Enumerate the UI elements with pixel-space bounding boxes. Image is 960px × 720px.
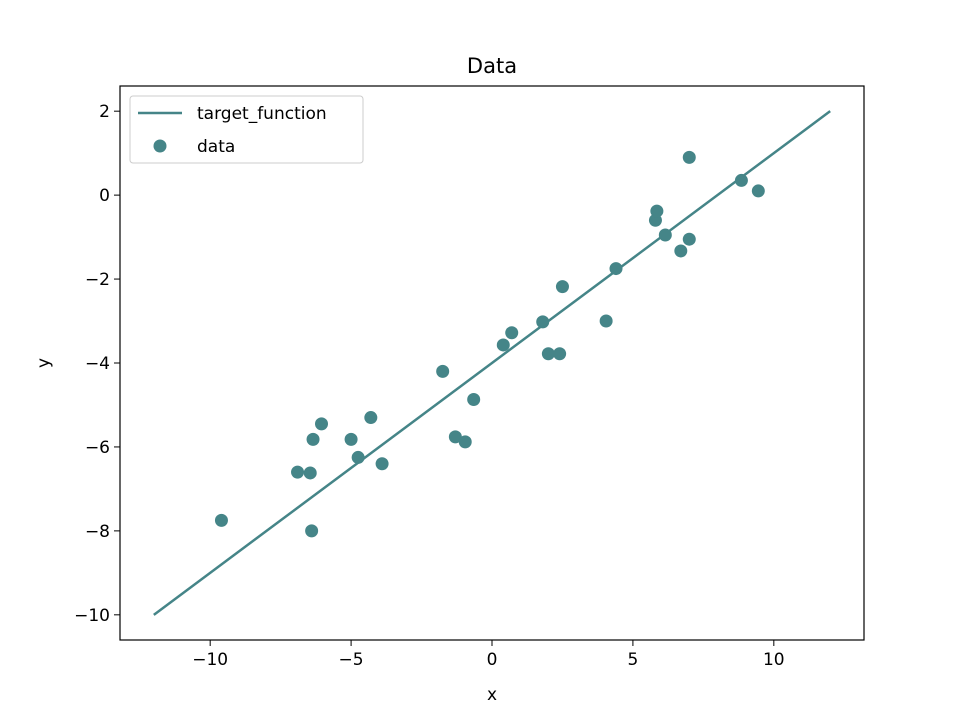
data-point [682, 232, 696, 246]
chart-title: Data [467, 54, 517, 78]
data-point [751, 184, 765, 198]
data-point [351, 450, 365, 464]
data-point [214, 513, 228, 527]
data-point [536, 315, 550, 329]
x-axis: −10 −5 0 5 10 [192, 640, 785, 670]
data-point [674, 244, 688, 258]
y-tick-label: −10 [74, 606, 110, 626]
data-point [658, 228, 672, 242]
data-point [734, 173, 748, 187]
y-tick-label: −6 [85, 438, 110, 458]
data-point [555, 280, 569, 294]
y-tick-label: −4 [85, 354, 110, 374]
y-axis: −10 −8 −6 −4 −2 0 2 [74, 102, 120, 626]
data-point [436, 364, 450, 378]
legend-label-target-function: target_function [197, 104, 327, 124]
legend: target_function data [129, 95, 364, 164]
data-point [609, 262, 623, 276]
x-tick-label: 0 [487, 650, 498, 670]
y-tick-label: −8 [85, 522, 110, 542]
x-tick-label: −10 [192, 650, 228, 670]
data-point [458, 435, 472, 449]
data-point [305, 524, 319, 538]
data-point [467, 393, 481, 407]
legend-label-data: data [197, 137, 235, 157]
data-point [306, 432, 320, 446]
y-axis-label: y [34, 358, 54, 368]
y-tick-label: −2 [85, 270, 110, 290]
x-tick-label: 5 [627, 650, 638, 670]
data-point [344, 432, 358, 446]
data-point [303, 466, 317, 480]
data-point [291, 465, 305, 479]
target-function-line [153, 110, 831, 616]
x-tick-label: 10 [763, 650, 785, 670]
data-point [505, 326, 519, 340]
data-point [553, 347, 567, 361]
y-tick-label: 0 [99, 186, 110, 206]
data-point [315, 417, 328, 431]
data-point [496, 338, 510, 352]
data-point [448, 430, 462, 444]
x-tick-label: −5 [339, 650, 364, 670]
data-point [541, 347, 555, 361]
data-point [650, 204, 664, 218]
data-point [682, 150, 696, 164]
data-point [364, 411, 378, 425]
plot-area [153, 110, 831, 616]
data-point [375, 457, 389, 471]
y-tick-label: 2 [99, 102, 110, 122]
legend-box [129, 95, 364, 164]
x-axis-label: x [487, 685, 497, 705]
data-point [599, 314, 613, 328]
legend-marker-swatch [153, 139, 167, 153]
